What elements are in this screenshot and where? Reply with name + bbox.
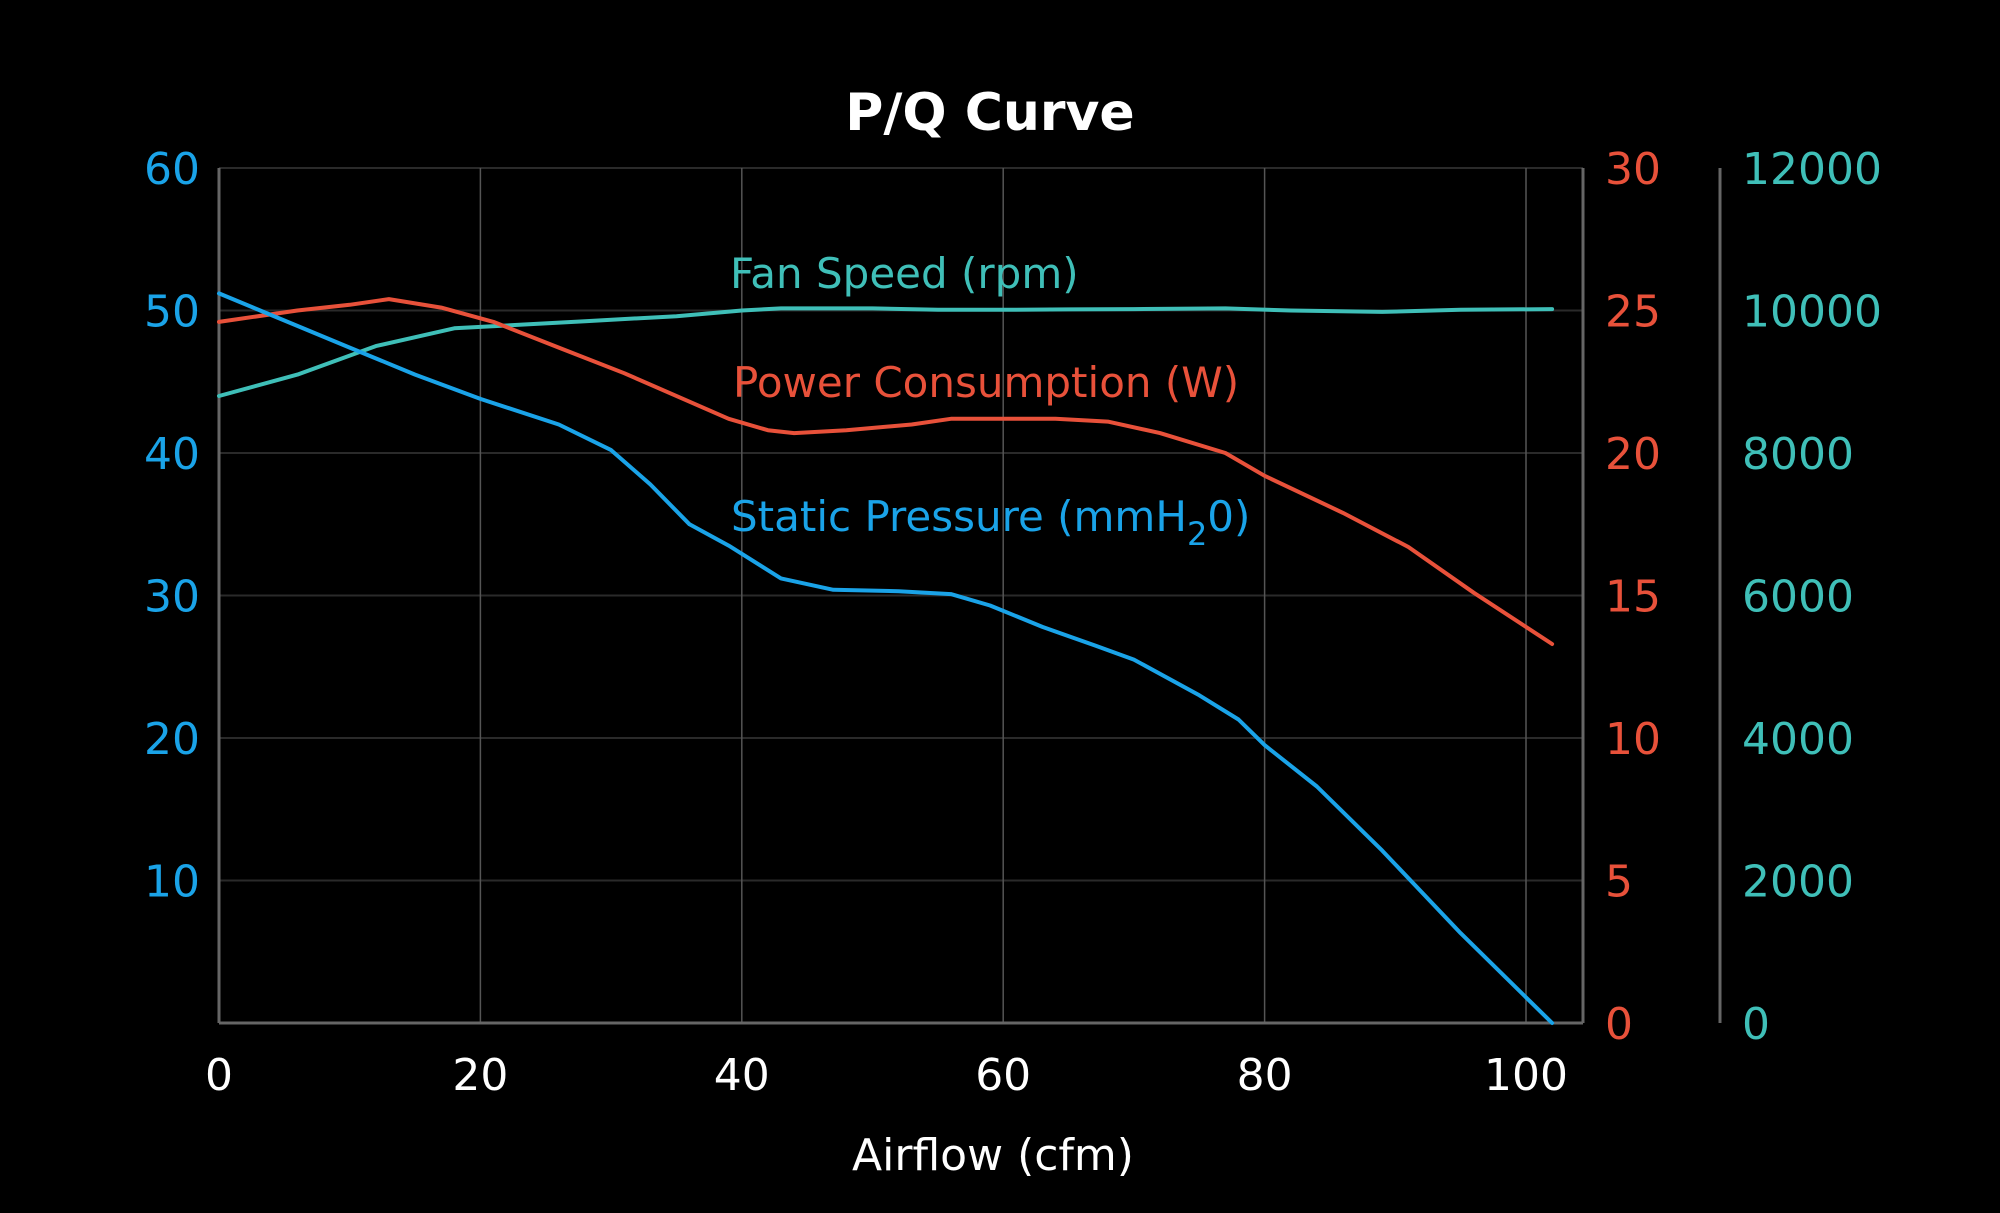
label-power: Power Consumption (W)	[733, 358, 1239, 407]
label-static-pressure-main: Static Pressure (mmH	[731, 492, 1187, 541]
speed-tick-label: 4000	[1742, 714, 1854, 765]
x-tick-label: 0	[205, 1050, 233, 1101]
label-static-pressure-sub: 2	[1187, 515, 1207, 553]
pressure-tick-label: 40	[144, 429, 200, 480]
pressure-tick-label: 20	[144, 714, 200, 765]
power-tick-labels: 0 5 10 15 20 25 30	[1605, 144, 1661, 1050]
power-tick-label: 20	[1605, 429, 1661, 480]
x-tick-label: 60	[975, 1050, 1031, 1101]
power-tick-label: 10	[1605, 714, 1661, 765]
x-tick-labels: 0 20 40 60 80 100	[205, 1050, 1568, 1101]
pressure-tick-label: 10	[144, 857, 200, 908]
speed-tick-label: 6000	[1742, 572, 1854, 623]
power-tick-label: 0	[1605, 999, 1633, 1050]
speed-tick-labels: 0 2000 4000 6000 8000 10000 12000	[1742, 144, 1882, 1050]
pressure-tick-label: 60	[144, 144, 200, 195]
pressure-tick-label: 50	[144, 287, 200, 338]
x-tick-label: 100	[1484, 1050, 1568, 1101]
chart-title: P/Q Curve	[845, 83, 1134, 143]
speed-tick-label: 12000	[1742, 144, 1882, 195]
speed-tick-label: 0	[1742, 999, 1770, 1050]
series-lines	[217, 291, 1555, 1025]
x-tick-label: 80	[1237, 1050, 1293, 1101]
power-tick-label: 25	[1605, 287, 1661, 338]
x-tick-label: 20	[452, 1050, 508, 1101]
label-fan-speed: Fan Speed (rpm)	[730, 249, 1079, 298]
pressure-tick-labels: 10 20 30 40 50 60	[144, 144, 200, 908]
x-axis-title: Airflow (cfm)	[852, 1130, 1134, 1181]
speed-tick-label: 2000	[1742, 857, 1854, 908]
power-tick-label: 5	[1605, 857, 1633, 908]
series-line-power	[217, 297, 1555, 646]
speed-tick-label: 8000	[1742, 429, 1854, 480]
power-tick-label: 15	[1605, 572, 1661, 623]
label-static-pressure-tail: 0)	[1207, 492, 1250, 541]
label-static-pressure: Static Pressure (mmH20)	[731, 492, 1250, 553]
speed-tick-label: 10000	[1742, 287, 1882, 338]
pressure-tick-label: 30	[144, 572, 200, 623]
x-tick-label: 40	[714, 1050, 770, 1101]
series-line-speed	[217, 306, 1555, 398]
axes	[217, 168, 1722, 1025]
series-line-pressure	[217, 291, 1555, 1025]
power-tick-label: 30	[1605, 144, 1661, 195]
